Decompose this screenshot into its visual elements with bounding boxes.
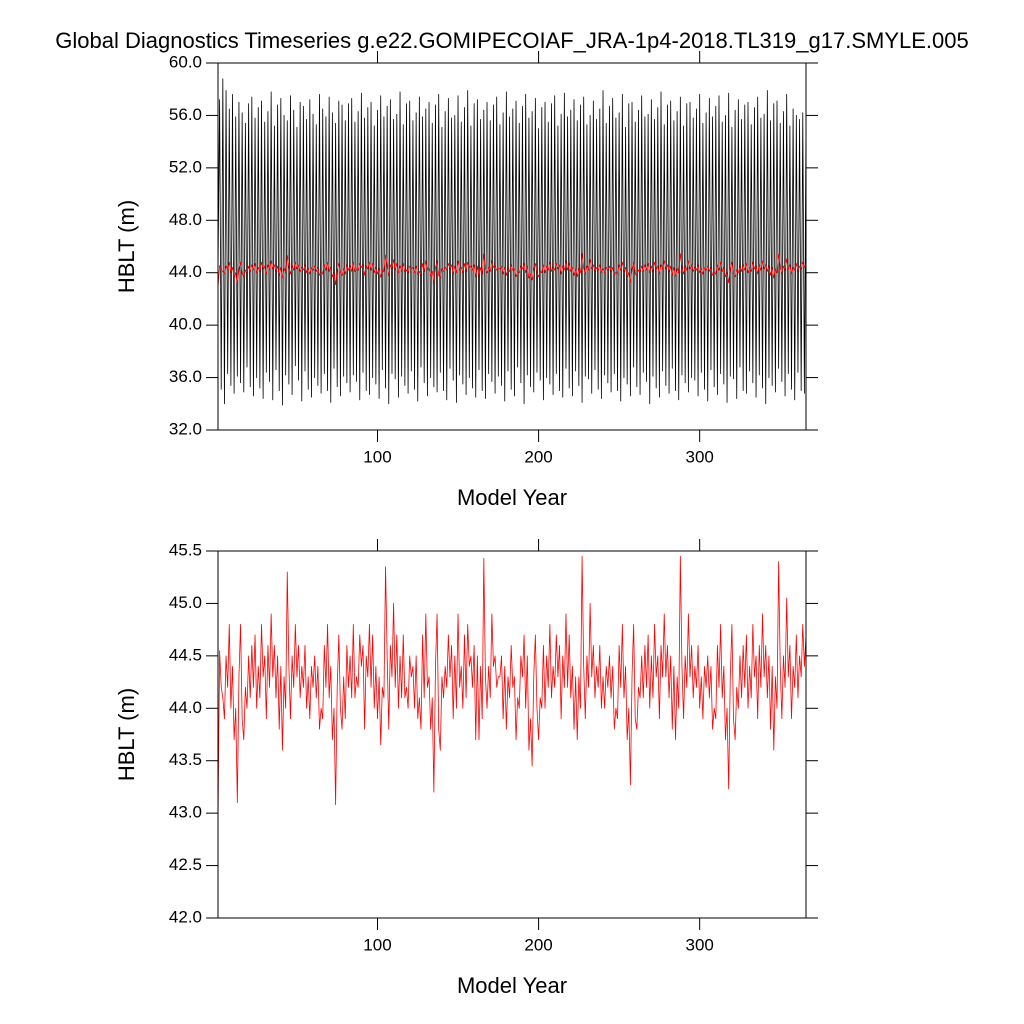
y-tick-label: 56.0 [169, 105, 202, 124]
y-tick-label: 44.0 [169, 262, 202, 281]
y-tick-label: 32.0 [169, 419, 202, 438]
y-tick-label: 45.0 [169, 593, 202, 612]
y-tick-label: 40.0 [169, 315, 202, 334]
y-tick-label: 43.0 [169, 803, 202, 822]
x-tick-label: 300 [685, 447, 713, 466]
y-axis-title: HBLT (m) [114, 688, 139, 781]
y-axis-title: HBLT (m) [114, 200, 139, 293]
x-axis-title: Model Year [457, 485, 567, 510]
y-tick-label: 44.5 [169, 645, 202, 664]
y-tick-label: 52.0 [169, 157, 202, 176]
plot-frame [217, 62, 807, 431]
y-tick-label: 43.5 [169, 750, 202, 769]
chart-title: Global Diagnostics Timeseries g.e22.GOMI… [55, 28, 968, 53]
x-tick-label: 200 [524, 447, 552, 466]
data-line [217, 78, 807, 406]
x-tick-label: 200 [524, 935, 552, 954]
y-tick-label: 44.0 [169, 698, 202, 717]
data-line [217, 555, 807, 824]
y-tick-label: 36.0 [169, 367, 202, 386]
y-tick-label: 42.5 [169, 855, 202, 874]
y-tick-label: 60.0 [169, 52, 202, 71]
x-tick-label: 300 [685, 935, 713, 954]
x-axis-title: Model Year [457, 973, 567, 998]
plot-frame [217, 550, 807, 919]
y-tick-label: 42.0 [169, 907, 202, 926]
y-tick-label: 48.0 [169, 210, 202, 229]
x-tick-label: 100 [363, 935, 391, 954]
y-tick-label: 45.5 [169, 540, 202, 559]
data-line [217, 253, 807, 288]
x-tick-label: 100 [363, 447, 391, 466]
